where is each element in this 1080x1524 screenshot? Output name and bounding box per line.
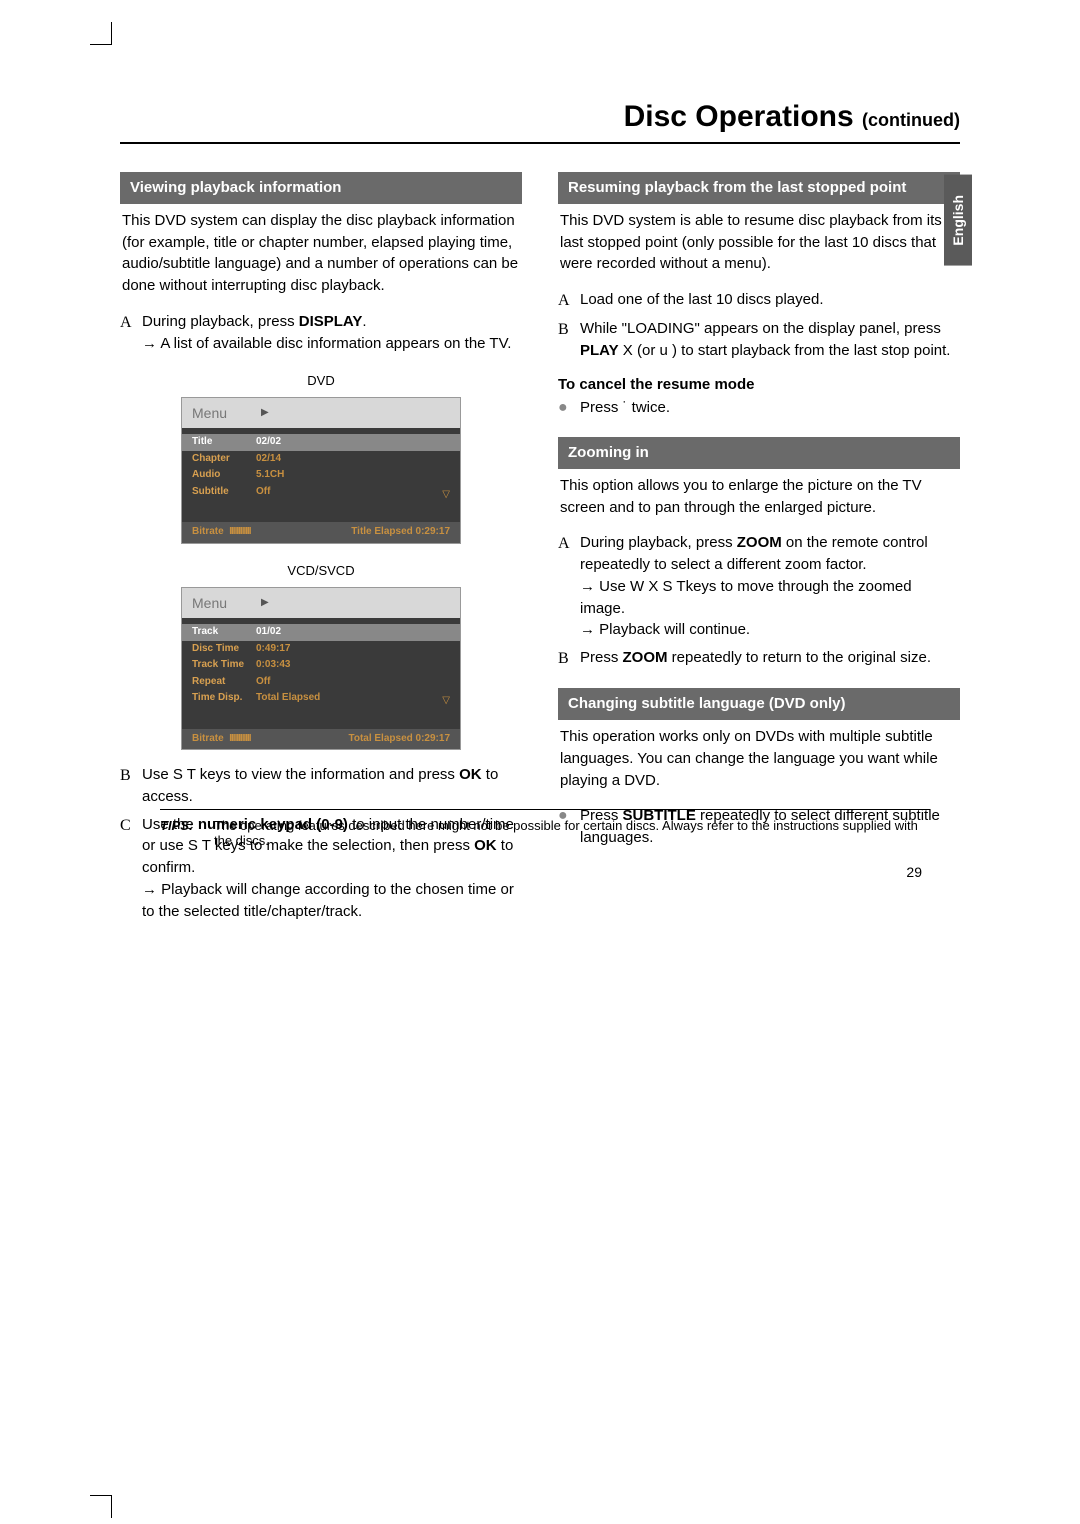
step-b: B While "LOADING" appears on the display… — [558, 318, 960, 362]
osd-label-vcd: VCD/SVCD — [120, 562, 522, 581]
osd-row: Track Time0:03:43 — [192, 657, 450, 674]
play-icon: ▶ — [261, 596, 269, 611]
tips-label: TIPS: — [160, 818, 214, 848]
step-a: A During playback, press ZOOM on the rem… — [558, 532, 960, 641]
osd-row: RepeatOff — [192, 674, 450, 691]
step-letter: B — [558, 318, 580, 362]
osd-label-dvd: DVD — [120, 372, 522, 391]
osd-footer: Bitrate IIIIIIIIIIII Title Elapsed 0:29:… — [182, 522, 460, 543]
result-arrow: → Playback will continue. — [580, 621, 750, 638]
step-letter: A — [558, 289, 580, 312]
osd-body: Track01/02 Disc Time0:49:17 Track Time0:… — [182, 618, 460, 729]
result-arrow: → Use W X S Tkeys to move through the zo… — [580, 578, 912, 617]
step-text: Use S T keys to view the information and… — [142, 764, 522, 808]
step-letter: C — [120, 814, 142, 923]
section-heading: Zooming in — [558, 437, 960, 469]
body-text: This DVD system is able to resume disc p… — [558, 210, 960, 275]
bullet-icon: ● — [558, 397, 580, 419]
step-b: B Use S T keys to view the information a… — [120, 764, 522, 808]
osd-row: Time Disp.Total Elapsed — [192, 690, 450, 707]
section-heading: Changing subtitle language (DVD only) — [558, 688, 960, 720]
step-letter: B — [120, 764, 142, 808]
section-heading: Resuming playback from the last stopped … — [558, 172, 960, 204]
osd-dvd: Menu ▶ Title02/02 Chapter02/14 Audio5.1C… — [181, 397, 461, 544]
bullet-step: ● Press ˙ twice. — [558, 397, 960, 419]
step-letter: A — [120, 311, 142, 355]
step-a: A During playback, press DISPLAY. → A li… — [120, 311, 522, 355]
osd-row: Disc Time0:49:17 — [192, 641, 450, 658]
osd-row: Title02/02 — [182, 434, 460, 451]
section-heading: Viewing playback information — [120, 172, 522, 204]
osd-footer: Bitrate IIIIIIIIIIII Total Elapsed 0:29:… — [182, 729, 460, 750]
step-text: During playback, press ZOOM on the remot… — [580, 532, 960, 641]
title-continued: (continued) — [862, 110, 960, 130]
step-b: B Press ZOOM repeatedly to return to the… — [558, 647, 960, 670]
osd-row: Chapter02/14 — [192, 451, 450, 468]
body-text: This operation works only on DVDs with m… — [558, 726, 960, 791]
body-text: This DVD system can display the disc pla… — [120, 210, 522, 297]
osd-row: Audio5.1CH — [192, 467, 450, 484]
osd-row: SubtitleOff — [192, 484, 450, 501]
step-text: During playback, press DISPLAY. → A list… — [142, 311, 522, 355]
tips-text: The operating features described here mi… — [214, 818, 930, 848]
language-tab: English — [944, 175, 972, 266]
step-text: Load one of the last 10 discs played. — [580, 289, 960, 312]
body-text: This option allows you to enlarge the pi… — [558, 475, 960, 519]
manual-page: Disc Operations (continued) English View… — [0, 0, 1080, 988]
osd-header: Menu ▶ — [182, 588, 460, 618]
play-icon: ▶ — [261, 406, 269, 421]
osd-body: Title02/02 Chapter02/14 Audio5.1CH Subti… — [182, 428, 460, 522]
sub-heading: To cancel the resume mode — [558, 374, 960, 396]
step-text: While "LOADING" appears on the display p… — [580, 318, 960, 362]
step-text: Press ZOOM repeatedly to return to the o… — [580, 647, 960, 670]
osd-menu-label: Menu — [192, 593, 227, 613]
result-arrow: → Playback will change according to the … — [142, 881, 514, 920]
osd-row: Track01/02 — [182, 624, 460, 641]
step-text: Press ˙ twice. — [580, 397, 960, 419]
result-arrow: → A list of available disc information a… — [142, 335, 511, 352]
title-main: Disc Operations — [624, 100, 854, 133]
down-triangle-icon: ▽ — [442, 488, 450, 503]
osd-menu-label: Menu — [192, 403, 227, 423]
osd-vcd: Menu ▶ Track01/02 Disc Time0:49:17 Track… — [181, 587, 461, 750]
step-a: A Load one of the last 10 discs played. — [558, 289, 960, 312]
osd-header: Menu ▶ — [182, 398, 460, 428]
step-letter: A — [558, 532, 580, 641]
down-triangle-icon: ▽ — [442, 694, 450, 709]
page-number: 29 — [906, 864, 922, 880]
tips-footer: TIPS: The operating features described h… — [160, 809, 930, 848]
page-title: Disc Operations (continued) — [120, 100, 960, 144]
step-letter: B — [558, 647, 580, 670]
